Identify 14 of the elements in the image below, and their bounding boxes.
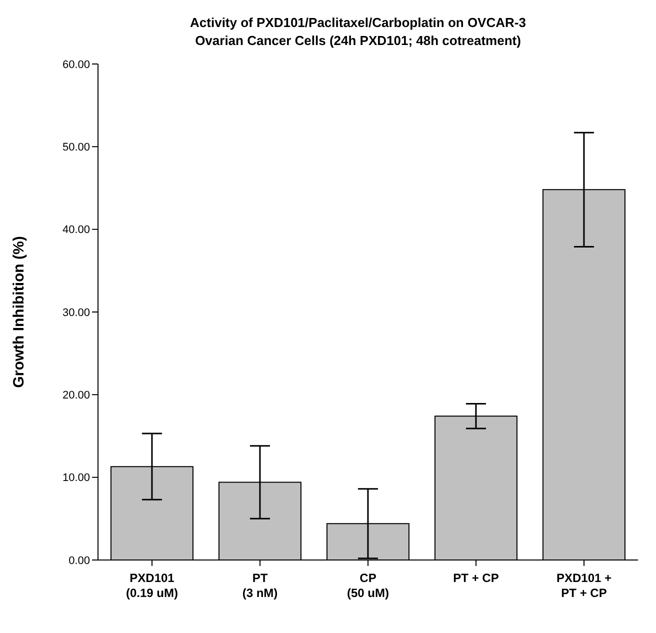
y-tick-label: 60.00 [62,58,90,71]
y-tick-label: 20.00 [62,390,90,402]
chart-title: Activity of PXD101/Paclitaxel/Carboplatin on OVCAR-3 Ovarian Cancer Cells (24h PXD101; 48h cotreatment) [189,14,527,50]
x-tick-label: PT (3 nM) [242,571,278,600]
y-tick-label: 30.00 [62,306,90,319]
x-tick-label: PXD101 + PT + CP [556,571,612,600]
y-tick-label: 40.00 [62,224,90,236]
y-tick-label: 0.00 [68,554,90,567]
x-tick-label: PXD101 (0.19 uM) [126,571,178,600]
x-tick-label: PT + CP [453,571,499,585]
x-tick-label: CP (50 uM) [347,571,390,600]
y-tick-label: 50.00 [62,142,90,154]
y-axis-title: Growth Inhibition (%) [10,236,28,388]
y-tick-label: 10.00 [62,472,90,484]
